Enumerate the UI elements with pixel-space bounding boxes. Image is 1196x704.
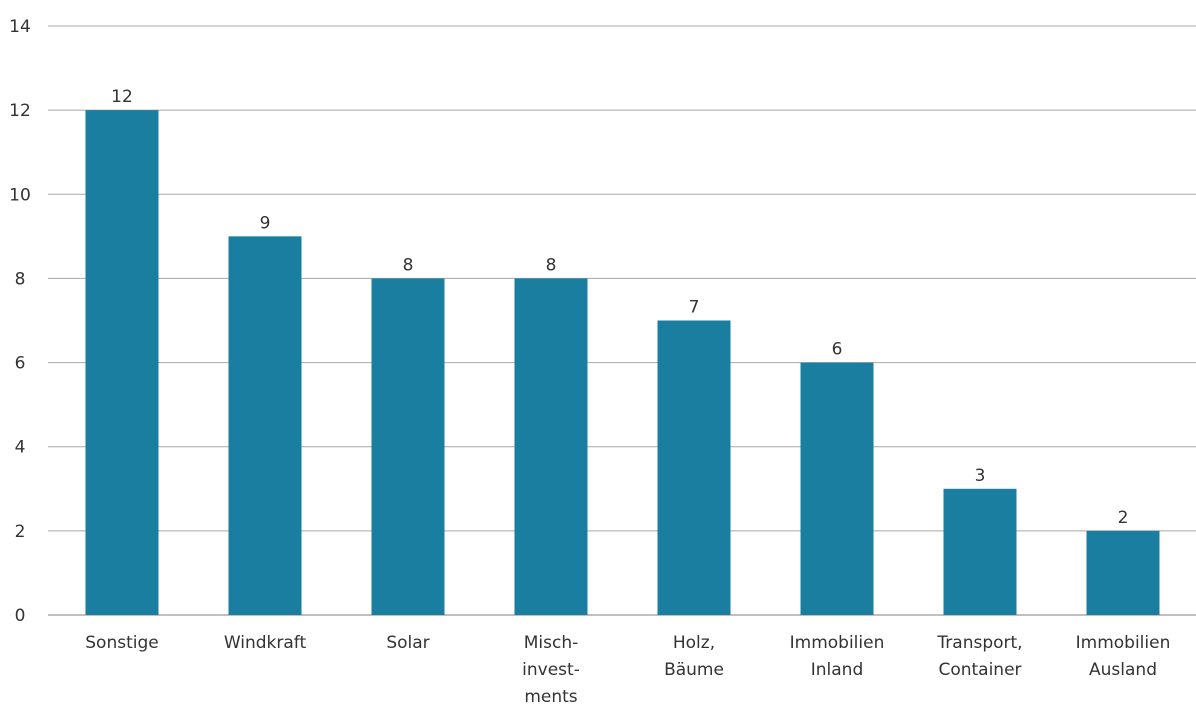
data-label: 7 <box>689 298 700 318</box>
data-label: 6 <box>832 340 843 360</box>
bar <box>514 278 588 615</box>
category-label-line: Bäume <box>664 660 724 680</box>
category-label: Sonstige <box>85 633 158 653</box>
y-tick-label: 2 <box>15 522 26 542</box>
data-label: 12 <box>111 87 133 107</box>
category-label: Solar <box>386 633 429 653</box>
bar <box>800 362 874 615</box>
bar <box>657 320 731 615</box>
bar <box>943 488 1017 615</box>
data-label: 8 <box>546 255 557 275</box>
category-label-line: Immobilien <box>1076 633 1171 653</box>
category-label: Immobilien Inland <box>790 633 885 680</box>
category-label-line: ments <box>524 687 577 704</box>
y-tick-label: 4 <box>15 438 26 458</box>
category-label: Immobilien Ausland <box>1076 633 1171 680</box>
y-axis-ticks: 0 2 4 6 8 10 12 14 <box>9 17 31 626</box>
category-label-line: Ausland <box>1089 660 1157 680</box>
category-label: Transport, Container <box>936 633 1022 680</box>
data-labels: 12 9 8 8 7 6 3 2 <box>111 87 1128 528</box>
data-label: 3 <box>975 466 986 486</box>
bars <box>85 110 1160 616</box>
category-label-line: Solar <box>386 633 429 653</box>
category-label: Holz, Bäume <box>664 633 724 680</box>
y-tick-label: 10 <box>9 185 31 205</box>
y-tick-label: 6 <box>15 354 26 374</box>
y-tick-label: 12 <box>9 101 31 121</box>
y-tick-label: 0 <box>15 606 26 626</box>
category-label-line: Inland <box>811 660 864 680</box>
category-label-line: Transport, <box>936 633 1022 653</box>
data-label: 2 <box>1118 508 1129 528</box>
category-label-line: Sonstige <box>85 633 158 653</box>
category-label-line: Misch- <box>524 633 579 653</box>
data-label: 8 <box>403 255 414 275</box>
bar <box>85 110 159 616</box>
category-label-line: Windkraft <box>224 633 307 653</box>
category-label: Misch-invest-ments <box>522 633 580 704</box>
category-label-line: Holz, <box>673 633 715 653</box>
category-label-line: Immobilien <box>790 633 885 653</box>
x-axis-categories: Sonstige Windkraft Solar Misch-invest-ments… <box>85 633 1170 704</box>
category-label-line: Container <box>938 660 1021 680</box>
gridlines <box>48 25 1196 616</box>
bar <box>228 236 302 615</box>
y-tick-label: 8 <box>15 269 26 289</box>
category-label-line: invest- <box>522 660 580 680</box>
category-label: Windkraft <box>224 633 307 653</box>
y-tick-label: 14 <box>9 17 31 37</box>
bar <box>1086 530 1160 615</box>
data-label: 9 <box>260 213 271 233</box>
bar <box>371 278 445 615</box>
